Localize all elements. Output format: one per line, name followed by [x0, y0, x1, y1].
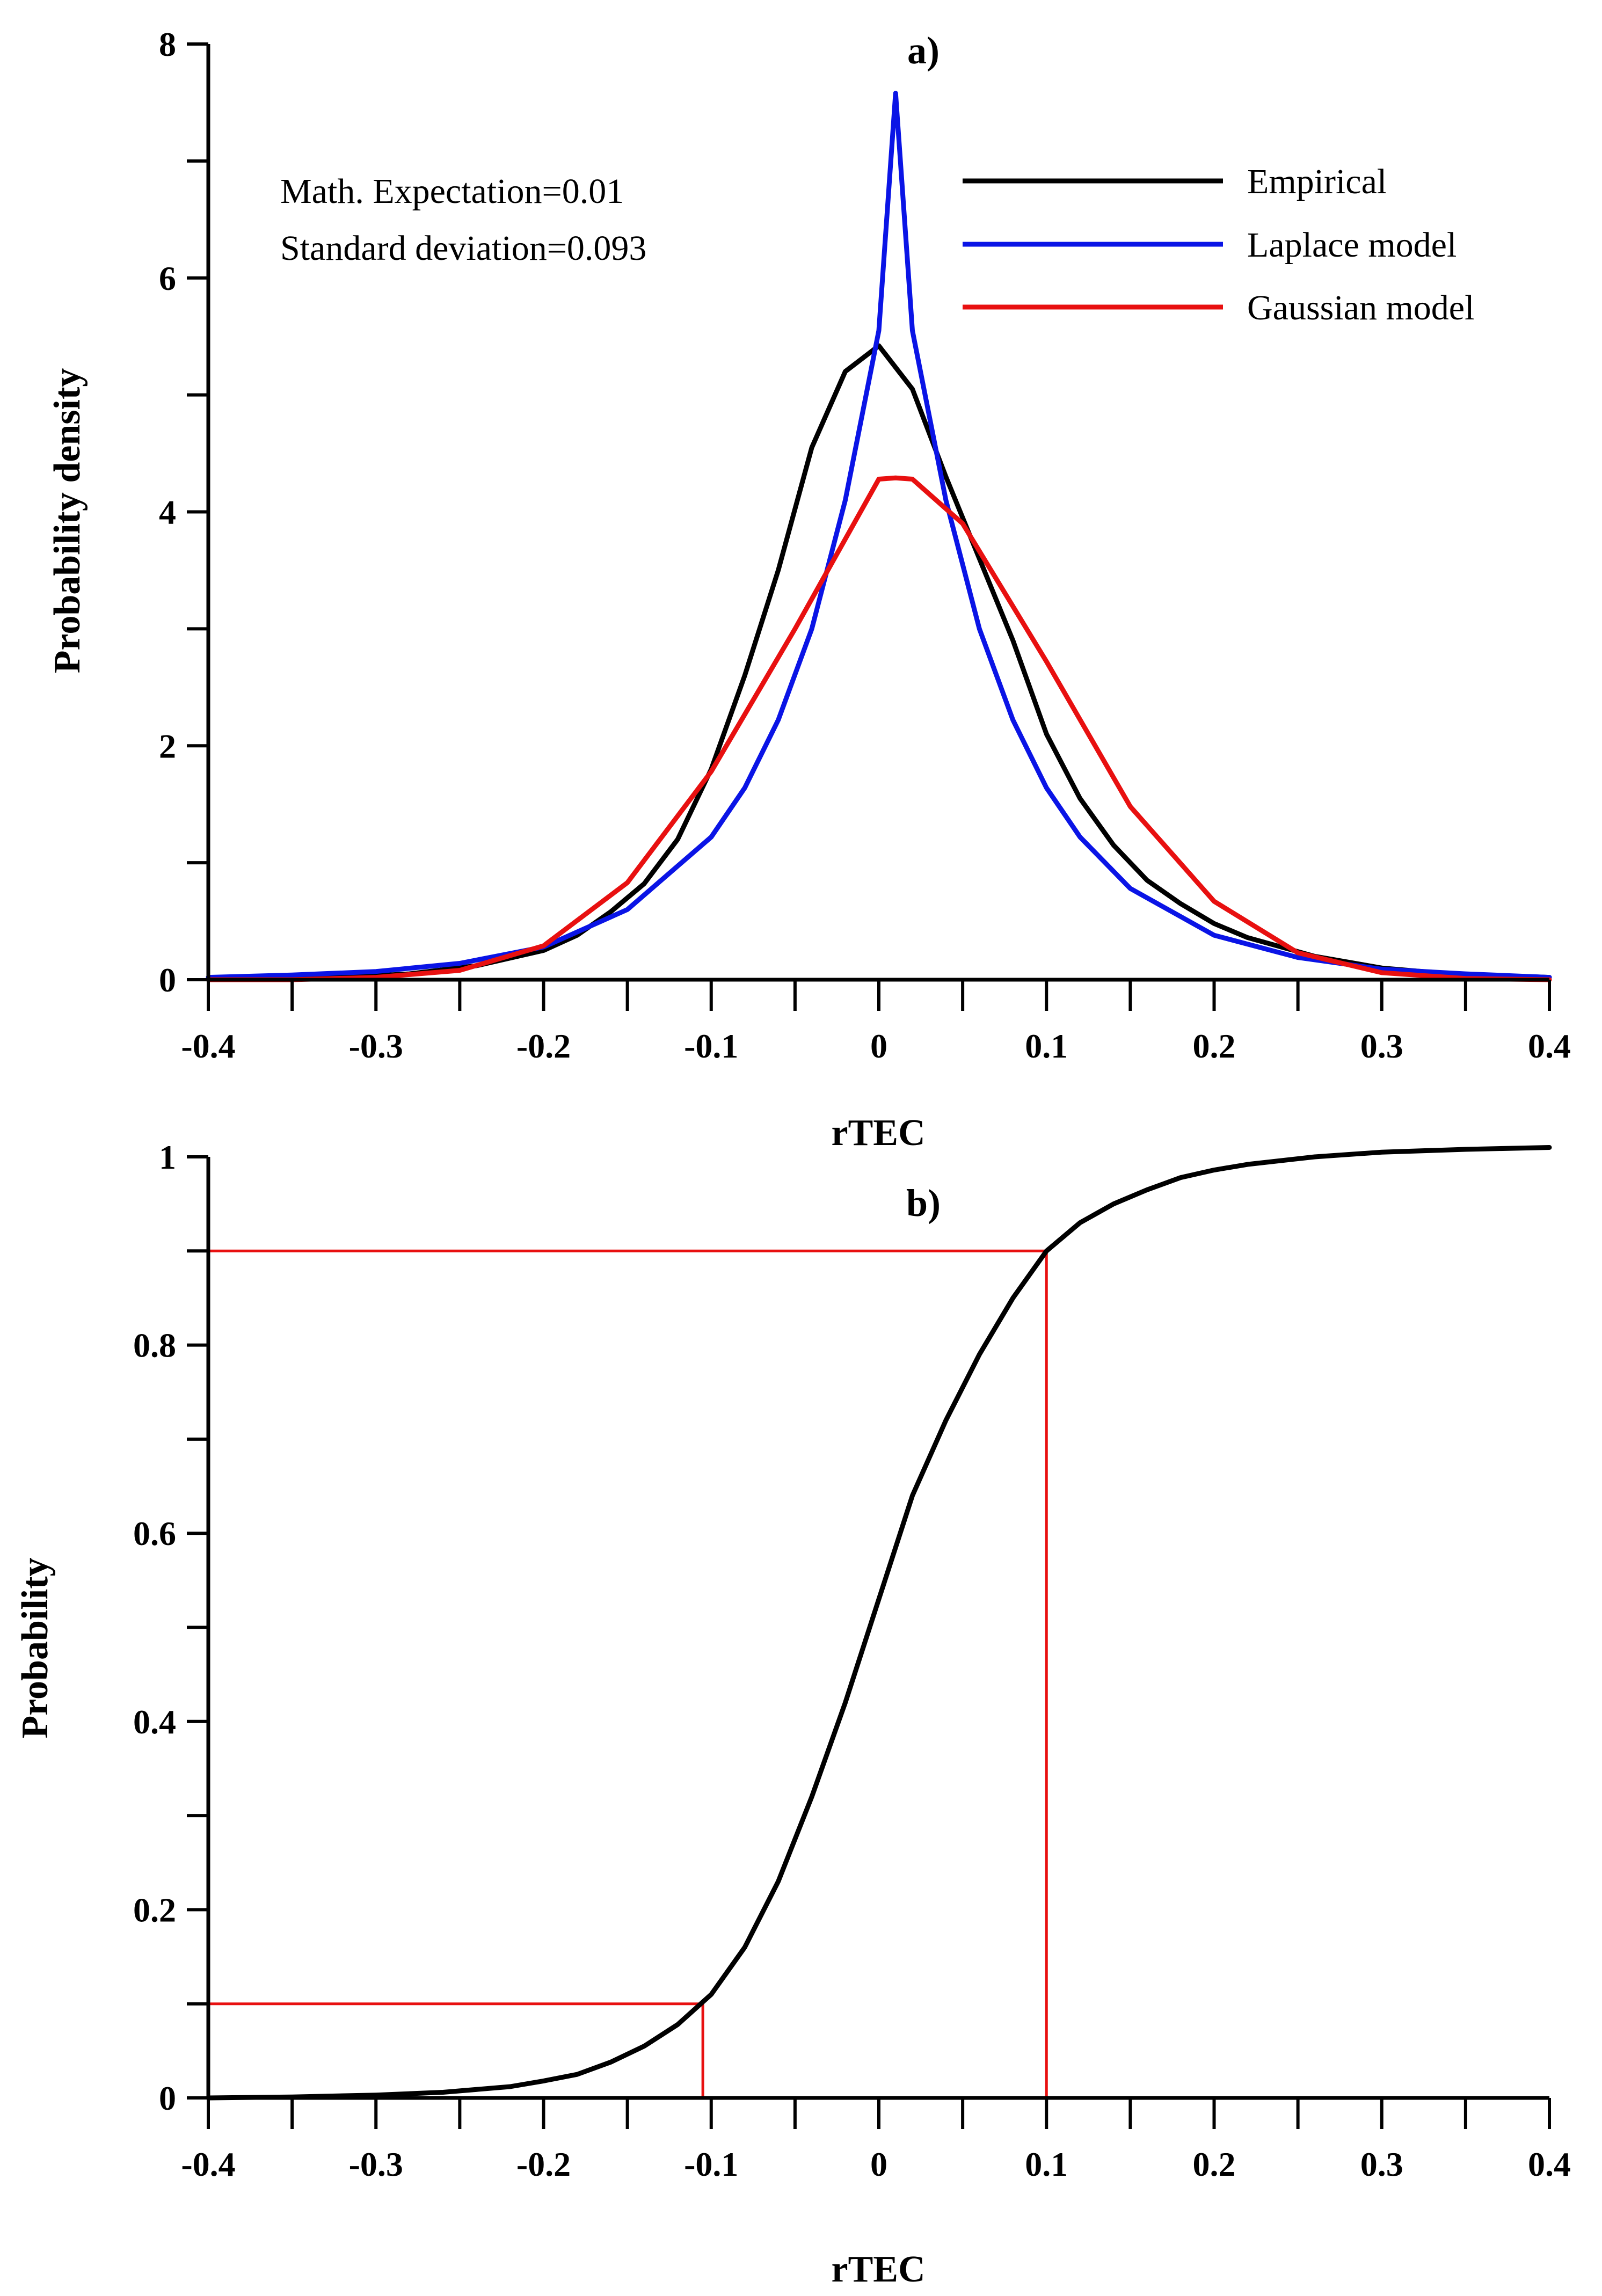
x-tick-label: 0.3 [1360, 2145, 1403, 2183]
legend-label-gaussian-model: Gaussian model [1247, 288, 1474, 327]
x-tick-label: -0.4 [181, 2145, 235, 2183]
panel-b-axes [206, 1157, 1549, 2100]
panel-a-series [206, 91, 1552, 982]
panel-b-reference-lines [208, 1249, 1048, 2098]
x-tick-label: 0.4 [1528, 2145, 1571, 2183]
y-tick-label: 0 [159, 2079, 176, 2117]
panel-a-ticks: -0.4 -0.3 -0.2 -0.1 0 0.1 0.2 0.3 0.4 0 2 4 6 8 [159, 25, 1571, 1065]
panel-b-ticks: -0.4 -0.3 -0.2 -0.1 0 0.1 0.2 0.3 0.4 0 0.2 0.4 0.6 0… [133, 1138, 1571, 2183]
y-tick-label: 0.8 [133, 1326, 176, 1365]
x-tick-label: -0.1 [684, 2145, 738, 2183]
y-tick-label: 0.4 [133, 1703, 176, 1741]
y-tick-label: 0.2 [133, 1891, 176, 1929]
y-tick-label: 0.6 [133, 1514, 176, 1552]
x-tick-label: -0.1 [684, 1027, 738, 1065]
x-tick-label: 0.1 [1025, 1027, 1068, 1065]
panel-b-series [206, 1145, 1552, 2101]
x-tick-label: 0.2 [1193, 1027, 1236, 1065]
x-tick-label: -0.3 [349, 1027, 403, 1065]
series-line-empirical-cdf [206, 1145, 1552, 2101]
panel-b-cdf-chart: -0.4 -0.3 -0.2 -0.1 0 0.1 0.2 0.3 0.4 0 0.2 0.4 0.6 0… [14, 1138, 1571, 2290]
panel-b-y-axis-title: Probability [14, 1557, 56, 1738]
panel-a-label: a) [907, 29, 940, 72]
legend-label-empirical: Empirical [1247, 162, 1387, 201]
y-tick-label: 4 [159, 493, 176, 531]
x-tick-label: 0.3 [1360, 1027, 1403, 1065]
series-line-empirical [206, 343, 1552, 982]
x-tick-label: -0.2 [516, 1027, 571, 1065]
x-tick-label: -0.4 [181, 1027, 235, 1065]
x-tick-label: 0 [870, 1027, 887, 1065]
panel-a-y-axis-title: Probability density [47, 368, 88, 674]
x-tick-label: 0.2 [1193, 2145, 1236, 2183]
x-tick-label: 0 [870, 2145, 887, 2183]
legend-label-laplace-model: Laplace model [1247, 225, 1457, 265]
legend: Empirical Laplace model Gaussian model [963, 162, 1474, 327]
panel-a-density-chart: -0.4 -0.3 -0.2 -0.1 0 0.1 0.2 0.3 0.4 0 2 4 6 8 a) rT… [47, 25, 1571, 1154]
y-tick-label: 0 [159, 961, 176, 999]
x-tick-label: 0.4 [1528, 1027, 1571, 1065]
panel-a-x-axis-title: rTEC [832, 1112, 926, 1154]
y-tick-label: 2 [159, 727, 176, 765]
panel-b-label: b) [906, 1182, 941, 1224]
series-line-gaussian-model [206, 475, 1552, 982]
x-tick-label: 0.1 [1025, 2145, 1068, 2183]
y-tick-label: 6 [159, 259, 176, 297]
x-tick-label: -0.3 [349, 2145, 403, 2183]
panel-b-x-axis-title: rTEC [832, 2249, 926, 2290]
y-tick-label: 1 [159, 1138, 176, 1176]
y-tick-label: 8 [159, 25, 176, 63]
standard-deviation-annotation: Standard deviation=0.093 [280, 229, 646, 268]
math-expectation-annotation: Math. Expectation=0.01 [280, 172, 624, 211]
x-tick-label: -0.2 [516, 2145, 571, 2183]
